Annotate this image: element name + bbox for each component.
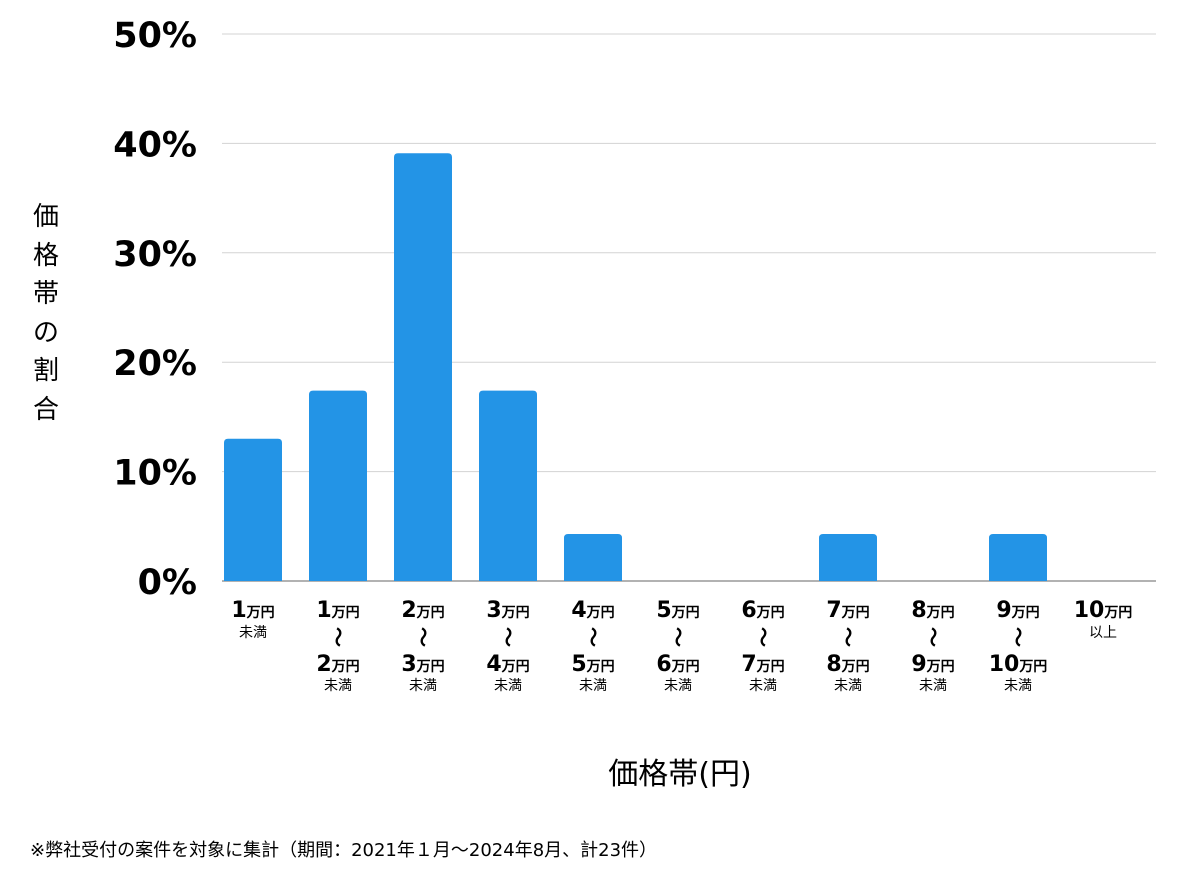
x-tick-from-price: 10万円 <box>1074 598 1133 623</box>
x-tick-note: 未満 <box>324 678 352 694</box>
y-tick-label: 20% <box>113 344 197 384</box>
x-tick-note: 未満 <box>409 678 437 694</box>
y-axis-label: 価格帯の割合 <box>28 198 64 430</box>
x-tick-range-mark: 〜 <box>751 627 775 647</box>
x-tick-from-price: 8万円 <box>911 598 954 623</box>
x-tick-from-price: 1万円 <box>316 598 359 623</box>
bar <box>989 533 1047 581</box>
x-tick-range-mark: 〜 <box>326 627 350 647</box>
bar <box>224 438 282 581</box>
x-tick-to-price: 6万円 <box>656 652 699 677</box>
footnote: ※弊社受付の案件を対象に集計（期間：2021年１月〜2024年8月、計23件） <box>30 840 658 861</box>
bar <box>479 390 537 581</box>
y-axis-label-char: 合 <box>32 394 59 425</box>
bar-chart: 0%10%20%30%40%50% 1万円未満1万円〜2万円未満2万円〜3万円未… <box>113 16 1156 694</box>
x-tick-from-price: 3万円 <box>486 598 529 623</box>
y-tick-label: 10% <box>113 454 197 494</box>
x-tick-range-mark: 〜 <box>666 627 690 647</box>
x-tick-from-price: 5万円 <box>656 598 699 623</box>
x-tick-note: 未満 <box>664 678 692 694</box>
x-tick-range-mark: 〜 <box>411 627 435 647</box>
x-tick-from-price: 6万円 <box>741 598 784 623</box>
y-axis-label-char: 割 <box>32 356 59 387</box>
x-tick-range-mark: 〜 <box>581 627 605 647</box>
x-tick-labels: 1万円未満1万円〜2万円未満2万円〜3万円未満3万円〜4万円未満4万円〜5万円未… <box>231 598 1132 694</box>
x-tick-from-price: 9万円 <box>996 598 1039 623</box>
x-tick-note: 以上 <box>1089 625 1117 641</box>
x-tick-from-price: 7万円 <box>826 598 869 623</box>
y-tick-label: 0% <box>138 563 197 603</box>
x-axis-label: 価格帯(円) <box>608 757 752 792</box>
y-tick-label: 50% <box>113 16 197 56</box>
y-tick-label: 30% <box>113 235 197 275</box>
x-tick-note: 未満 <box>749 678 777 694</box>
x-tick-from-price: 1万円 <box>231 598 274 623</box>
x-tick-from-price: 4万円 <box>571 598 614 623</box>
x-tick-note: 未満 <box>1004 678 1032 694</box>
x-tick-range-mark: 〜 <box>836 627 860 647</box>
x-tick-note: 未満 <box>834 678 862 694</box>
bar <box>819 533 877 581</box>
y-axis-label-char: 価 <box>32 202 59 232</box>
y-axis-label-char: 帯 <box>32 279 59 310</box>
x-tick-note: 未満 <box>239 625 267 641</box>
x-tick-note: 未満 <box>919 678 947 694</box>
x-tick-to-price: 8万円 <box>826 652 869 677</box>
x-tick-to-price: 10万円 <box>989 652 1048 677</box>
x-tick-to-price: 4万円 <box>486 652 529 677</box>
bar <box>564 533 622 581</box>
x-tick-to-price: 9万円 <box>911 652 954 677</box>
y-axis-label-char: の <box>32 317 59 348</box>
x-tick-to-price: 3万円 <box>401 652 444 677</box>
x-tick-range-mark: 〜 <box>1006 627 1030 647</box>
x-tick-note: 未満 <box>494 678 522 694</box>
x-tick-from-price: 2万円 <box>401 598 444 623</box>
x-tick-note: 未満 <box>579 678 607 694</box>
x-tick-to-price: 5万円 <box>571 652 614 677</box>
x-tick-range-mark: 〜 <box>496 627 520 647</box>
bar <box>309 390 367 581</box>
x-tick-to-price: 7万円 <box>741 652 784 677</box>
bars <box>224 153 1047 581</box>
y-axis-label-char: 格 <box>32 240 59 271</box>
x-tick-to-price: 2万円 <box>316 652 359 677</box>
x-tick-range-mark: 〜 <box>921 627 945 647</box>
y-tick-label: 40% <box>113 125 197 165</box>
bar <box>394 153 452 581</box>
y-tick-labels: 0% 10% 20% 30% 40% 50% <box>113 16 197 603</box>
